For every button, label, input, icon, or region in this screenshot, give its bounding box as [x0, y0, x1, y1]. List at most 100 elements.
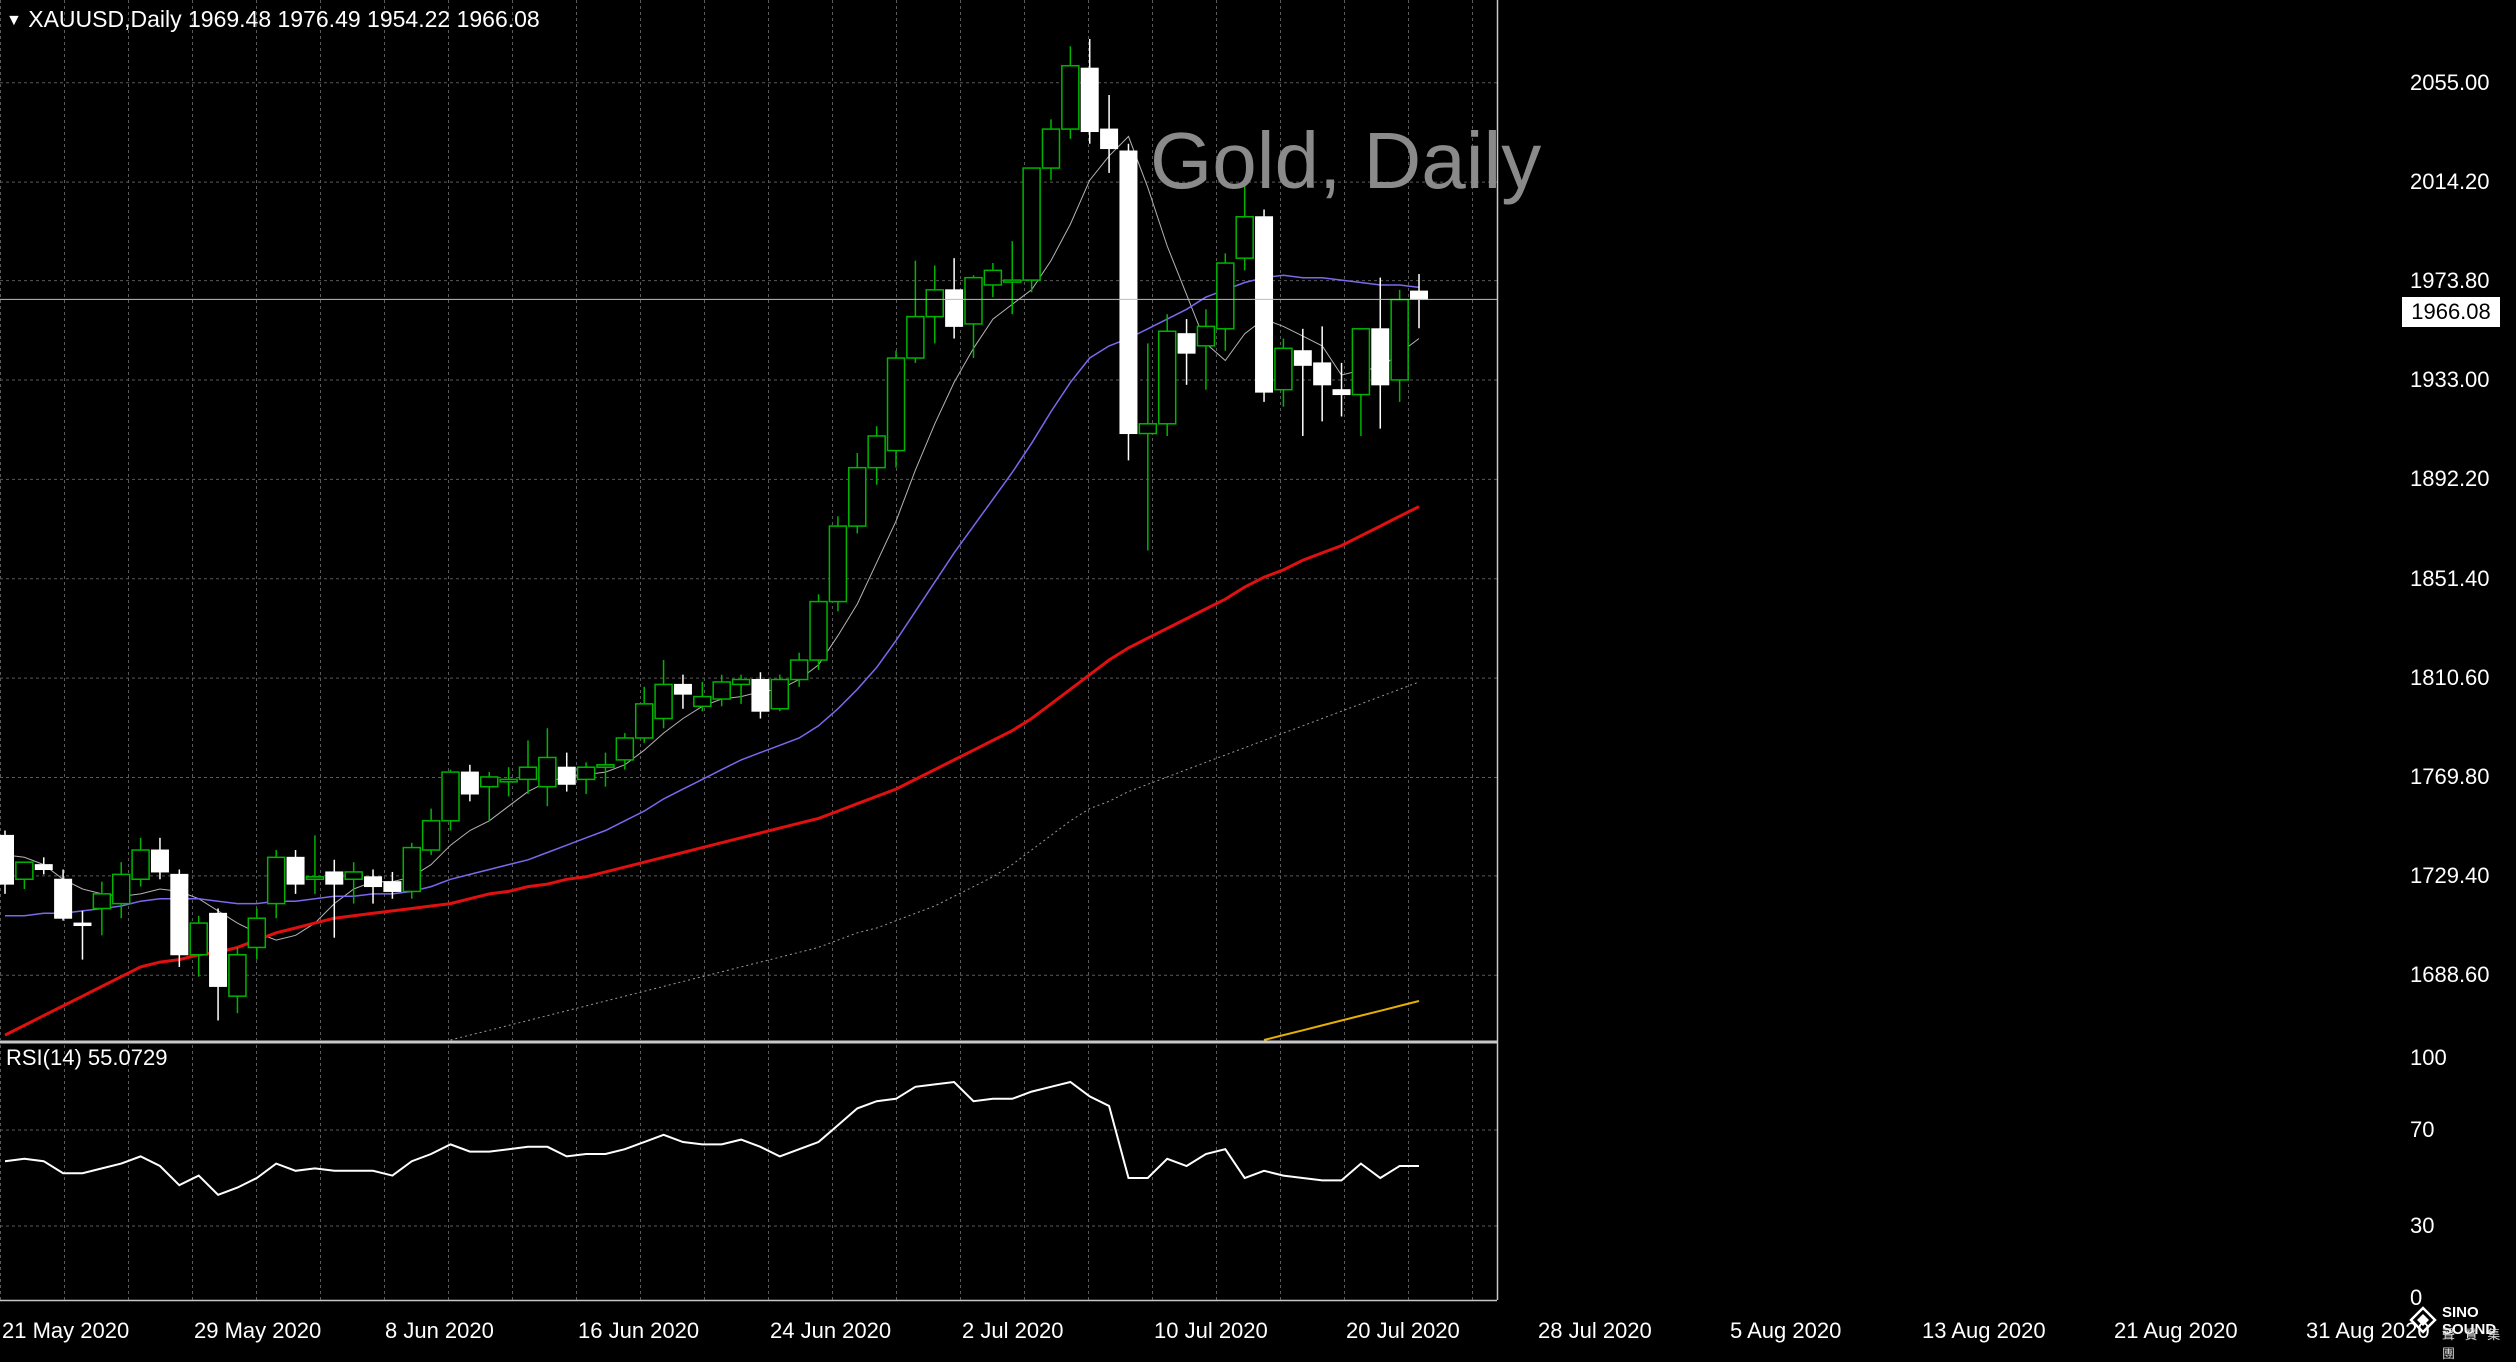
candle	[0, 830, 14, 894]
candle	[1022, 167, 1041, 293]
candle-body	[441, 771, 460, 822]
chart-watermark: Gold, Daily	[1150, 116, 1542, 205]
date-tick-label: 13 Aug 2020	[1922, 1318, 2046, 1343]
candle	[654, 660, 673, 729]
candle	[828, 516, 848, 612]
candle	[1196, 309, 1216, 390]
candle	[809, 594, 828, 670]
candle-body	[286, 856, 305, 885]
candle	[983, 263, 1003, 298]
candle-body	[499, 778, 518, 783]
candle	[615, 733, 635, 770]
candle	[209, 908, 228, 1021]
candle	[1410, 274, 1429, 329]
candle	[867, 426, 886, 485]
candle	[770, 674, 790, 712]
candle-body	[305, 876, 325, 881]
candle-body	[54, 878, 73, 919]
candle-body	[209, 912, 228, 987]
candle	[421, 808, 441, 855]
moving-averages	[4, 135, 1420, 1041]
candle-body	[751, 679, 770, 712]
candle	[538, 728, 557, 807]
current-price-tag: 1966.08	[2401, 296, 2501, 328]
candle	[1061, 46, 1080, 139]
candle	[34, 857, 53, 875]
candle-body	[848, 466, 867, 527]
candle-body	[964, 276, 983, 325]
candle	[150, 837, 169, 880]
candle-body	[1410, 290, 1429, 300]
candle-body	[945, 289, 964, 327]
candle	[964, 275, 983, 359]
candle	[1080, 38, 1099, 144]
candle	[1157, 314, 1177, 436]
candle-body	[1177, 333, 1196, 354]
candle-body	[770, 678, 790, 710]
candle-body	[886, 357, 906, 452]
candle-body	[634, 703, 654, 739]
candlesticks	[0, 38, 1497, 1021]
collapse-triangle-icon[interactable]: ▼	[6, 12, 22, 29]
candle-body	[1041, 128, 1061, 169]
price-tick-label: 1688.60	[2410, 962, 2490, 988]
candle-body	[402, 846, 422, 893]
candle	[1100, 94, 1119, 173]
candle-body	[1022, 167, 1041, 281]
moving-average-line-4	[450, 681, 1420, 1041]
candle-body	[383, 881, 402, 892]
candle	[925, 265, 945, 344]
rsi-label: RSI(14) 55.0729	[6, 1045, 168, 1070]
rsi-line-group	[4, 1080, 1419, 1196]
candle-body	[596, 764, 615, 768]
price-tick-label: 1933.00	[2410, 366, 2490, 392]
candle-body	[0, 834, 14, 885]
candle-body	[344, 871, 363, 881]
price-tick-label: 1810.60	[2410, 665, 2490, 691]
candle	[1177, 319, 1196, 385]
logo-name: SINO SOUND	[2442, 1304, 2497, 1338]
candle	[906, 260, 925, 363]
candle	[111, 862, 131, 919]
candle	[15, 861, 34, 889]
candle	[1371, 277, 1390, 429]
candle	[170, 869, 189, 967]
logo-icon	[2409, 1306, 2437, 1334]
candle-body	[421, 820, 441, 851]
candle-body	[693, 695, 712, 708]
candle-body	[111, 873, 131, 905]
symbol-header: ▼ XAUUSD,Daily 1969.48 1976.49 1954.22 1…	[6, 6, 540, 33]
candle-body	[15, 861, 34, 881]
candle-body	[1119, 150, 1138, 435]
candle-body	[576, 766, 596, 781]
date-tick-label: 20 Jul 2020	[1346, 1318, 1460, 1343]
candle	[1216, 253, 1235, 351]
candle	[228, 947, 247, 1014]
candle-body	[480, 776, 499, 788]
moving-average-line-2	[5, 274, 1420, 917]
price-tick-label: 2014.20	[2410, 169, 2490, 195]
moving-average-line-1	[4, 135, 1420, 941]
candle-body	[1235, 216, 1254, 259]
candle-body	[131, 849, 150, 881]
date-tick-label: 10 Jul 2020	[1154, 1318, 1268, 1343]
candle	[789, 652, 809, 687]
candle	[266, 850, 286, 919]
candle-body	[557, 766, 576, 785]
date-tick-label: 2 Jul 2020	[962, 1318, 1064, 1343]
candle-body	[73, 922, 92, 927]
candle-body	[731, 678, 751, 686]
candle	[383, 871, 402, 899]
candle-body	[809, 600, 828, 661]
candle-body	[1371, 328, 1390, 386]
date-tick-label: 8 Jun 2020	[385, 1318, 494, 1343]
candle-body	[189, 922, 208, 956]
candle	[480, 772, 499, 821]
candle-body	[867, 435, 886, 469]
price-tick-label: 1892.20	[2410, 466, 2490, 492]
candle-body	[247, 917, 267, 949]
rsi-tick-label: 70	[2410, 1117, 2435, 1142]
candle	[247, 908, 267, 960]
candle-body	[906, 315, 925, 359]
